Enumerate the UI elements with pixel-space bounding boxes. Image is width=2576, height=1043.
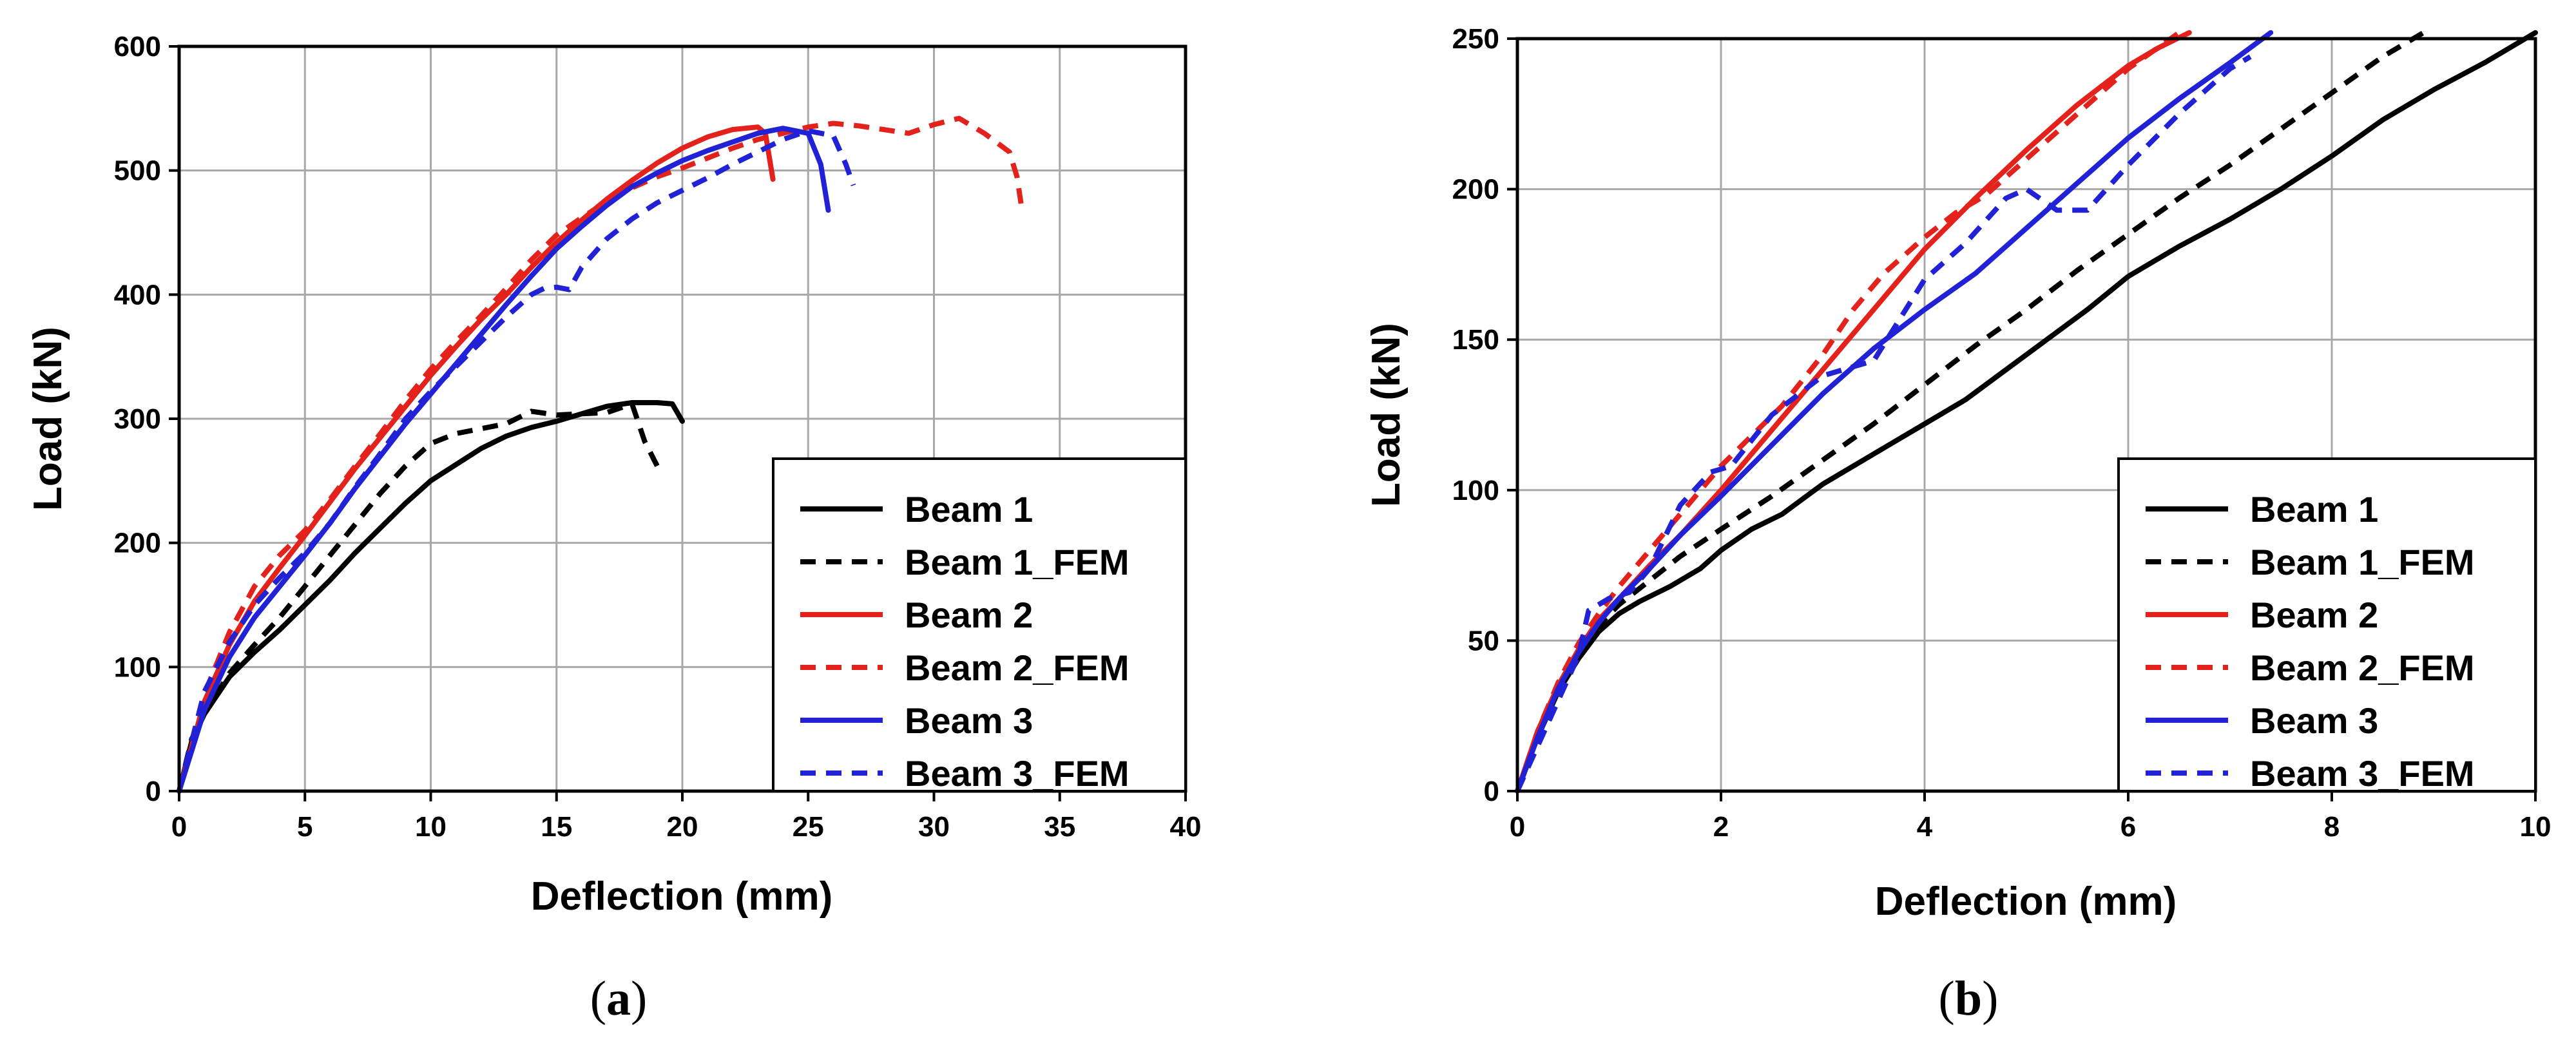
chart-b-y-tick-label: 100 — [1452, 475, 1499, 506]
chart-b-legend: Beam 1 Beam 1_FEM Beam 2 Beam 2_FEM Beam 3 Be… — [2117, 457, 2537, 794]
chart-a-series-6-line — [177, 128, 856, 792]
chart-a-x-tick-label: 30 — [918, 811, 950, 843]
chart-b-y-tick-label: 250 — [1452, 23, 1499, 55]
chart-b-y-axis-label: Load (kN) — [1364, 323, 1408, 507]
chart-a-y-tick-label: 400 — [114, 279, 161, 311]
chart-b-plot-frame — [1515, 37, 2537, 793]
chart-a-y-tick-label: 100 — [114, 651, 161, 683]
chart-a-legend-label-1: Beam 1 — [905, 489, 1033, 530]
chart-b-legend-label-1: Beam 1 — [2250, 489, 2378, 530]
chart-a-legend-box — [772, 457, 1187, 792]
chart-b-legend-label-5: Beam 3 — [2250, 700, 2378, 741]
chart-a-series-3-line — [177, 124, 776, 794]
chart-a-y-axis-label: Load (kN) — [26, 327, 70, 511]
chart-b-series-3-line — [1515, 30, 2192, 794]
chart-b-legend-label-2: Beam 1_FEM — [2250, 542, 2475, 582]
chart-a-legend-label-6: Beam 3_FEM — [905, 753, 1129, 794]
chart-a-y-tick-label: 300 — [114, 403, 161, 435]
chart-b-legend-label-3: Beam 2 — [2250, 595, 2378, 635]
chart-b-series-group — [1515, 30, 2538, 794]
chart-a-y-tick-label: 0 — [146, 776, 161, 807]
chart-a-x-tick-label: 40 — [1170, 811, 1202, 843]
chart-b-legend-label-6: Beam 3_FEM — [2250, 753, 2475, 794]
chart-b-x-axis-label: Deflection (mm) — [1875, 879, 2177, 924]
panel-label-a: (a) — [590, 971, 648, 1026]
chart-b-series-2-line — [1515, 30, 2425, 792]
chart-a-y-tick-label: 600 — [114, 31, 161, 62]
chart-a-x-tick-label: 5 — [297, 811, 312, 843]
chart-a-series-2-line — [177, 401, 660, 792]
chart-b-y-tick-label: 200 — [1452, 174, 1499, 206]
chart-b-x-tick-label: 0 — [1510, 811, 1525, 843]
chart-b-x-tick-label: 6 — [2120, 811, 2136, 843]
chart-a-legend-label-2: Beam 1_FEM — [905, 542, 1129, 582]
chart-a-legend: Beam 1 Beam 1_FEM Beam 2 Beam 2_FEM Beam 3 Be… — [772, 457, 1187, 794]
chart-a-x-tick-label: 35 — [1044, 811, 1075, 843]
chart-b-y-tick-label: 0 — [1484, 776, 1499, 807]
chart-b-series-1-line — [1515, 30, 2538, 794]
chart-a-series-5-line — [177, 126, 831, 794]
chart-a-x-tick-label: 20 — [667, 811, 698, 843]
chart-a-y-tick-label: 200 — [114, 528, 161, 559]
chart-b-x-tick-label: 10 — [2520, 811, 2552, 843]
chart-b-legend-box — [2117, 457, 2537, 792]
chart-b-y-tick-label: 50 — [1468, 625, 1499, 656]
chart-b-x-tick-label: 2 — [1713, 811, 1729, 843]
chart-b-y-tick-label: 150 — [1452, 324, 1499, 356]
chart-a-y-tick-label: 500 — [114, 155, 161, 187]
chart-a-x-tick-label: 25 — [793, 811, 824, 843]
chart-a-series-1-line — [177, 400, 685, 794]
chart-a-legend-label-4: Beam 2_FEM — [905, 647, 1129, 688]
chart-a-legend-label-3: Beam 2 — [905, 595, 1033, 635]
chart-a-x-axis-label: Deflection (mm) — [531, 874, 832, 919]
chart-a-series-group — [177, 115, 1025, 794]
chart-b-x-tick-label: 4 — [1917, 811, 1933, 843]
chart-a-x-tick-label: 10 — [415, 811, 447, 843]
chart-a-x-tick-label: 15 — [541, 811, 572, 843]
panel-label-b: (b) — [1939, 971, 1999, 1026]
chart-a-x-tick-label: 0 — [171, 811, 187, 843]
chart-a-legend-label-5: Beam 3 — [905, 700, 1033, 741]
chart-b-legend-label-4: Beam 2_FEM — [2250, 647, 2475, 688]
chart-b-x-tick-label: 8 — [2324, 811, 2340, 843]
chart-b-series-6-line — [1515, 54, 2252, 792]
chart-b-series-4-line — [1515, 30, 2181, 792]
